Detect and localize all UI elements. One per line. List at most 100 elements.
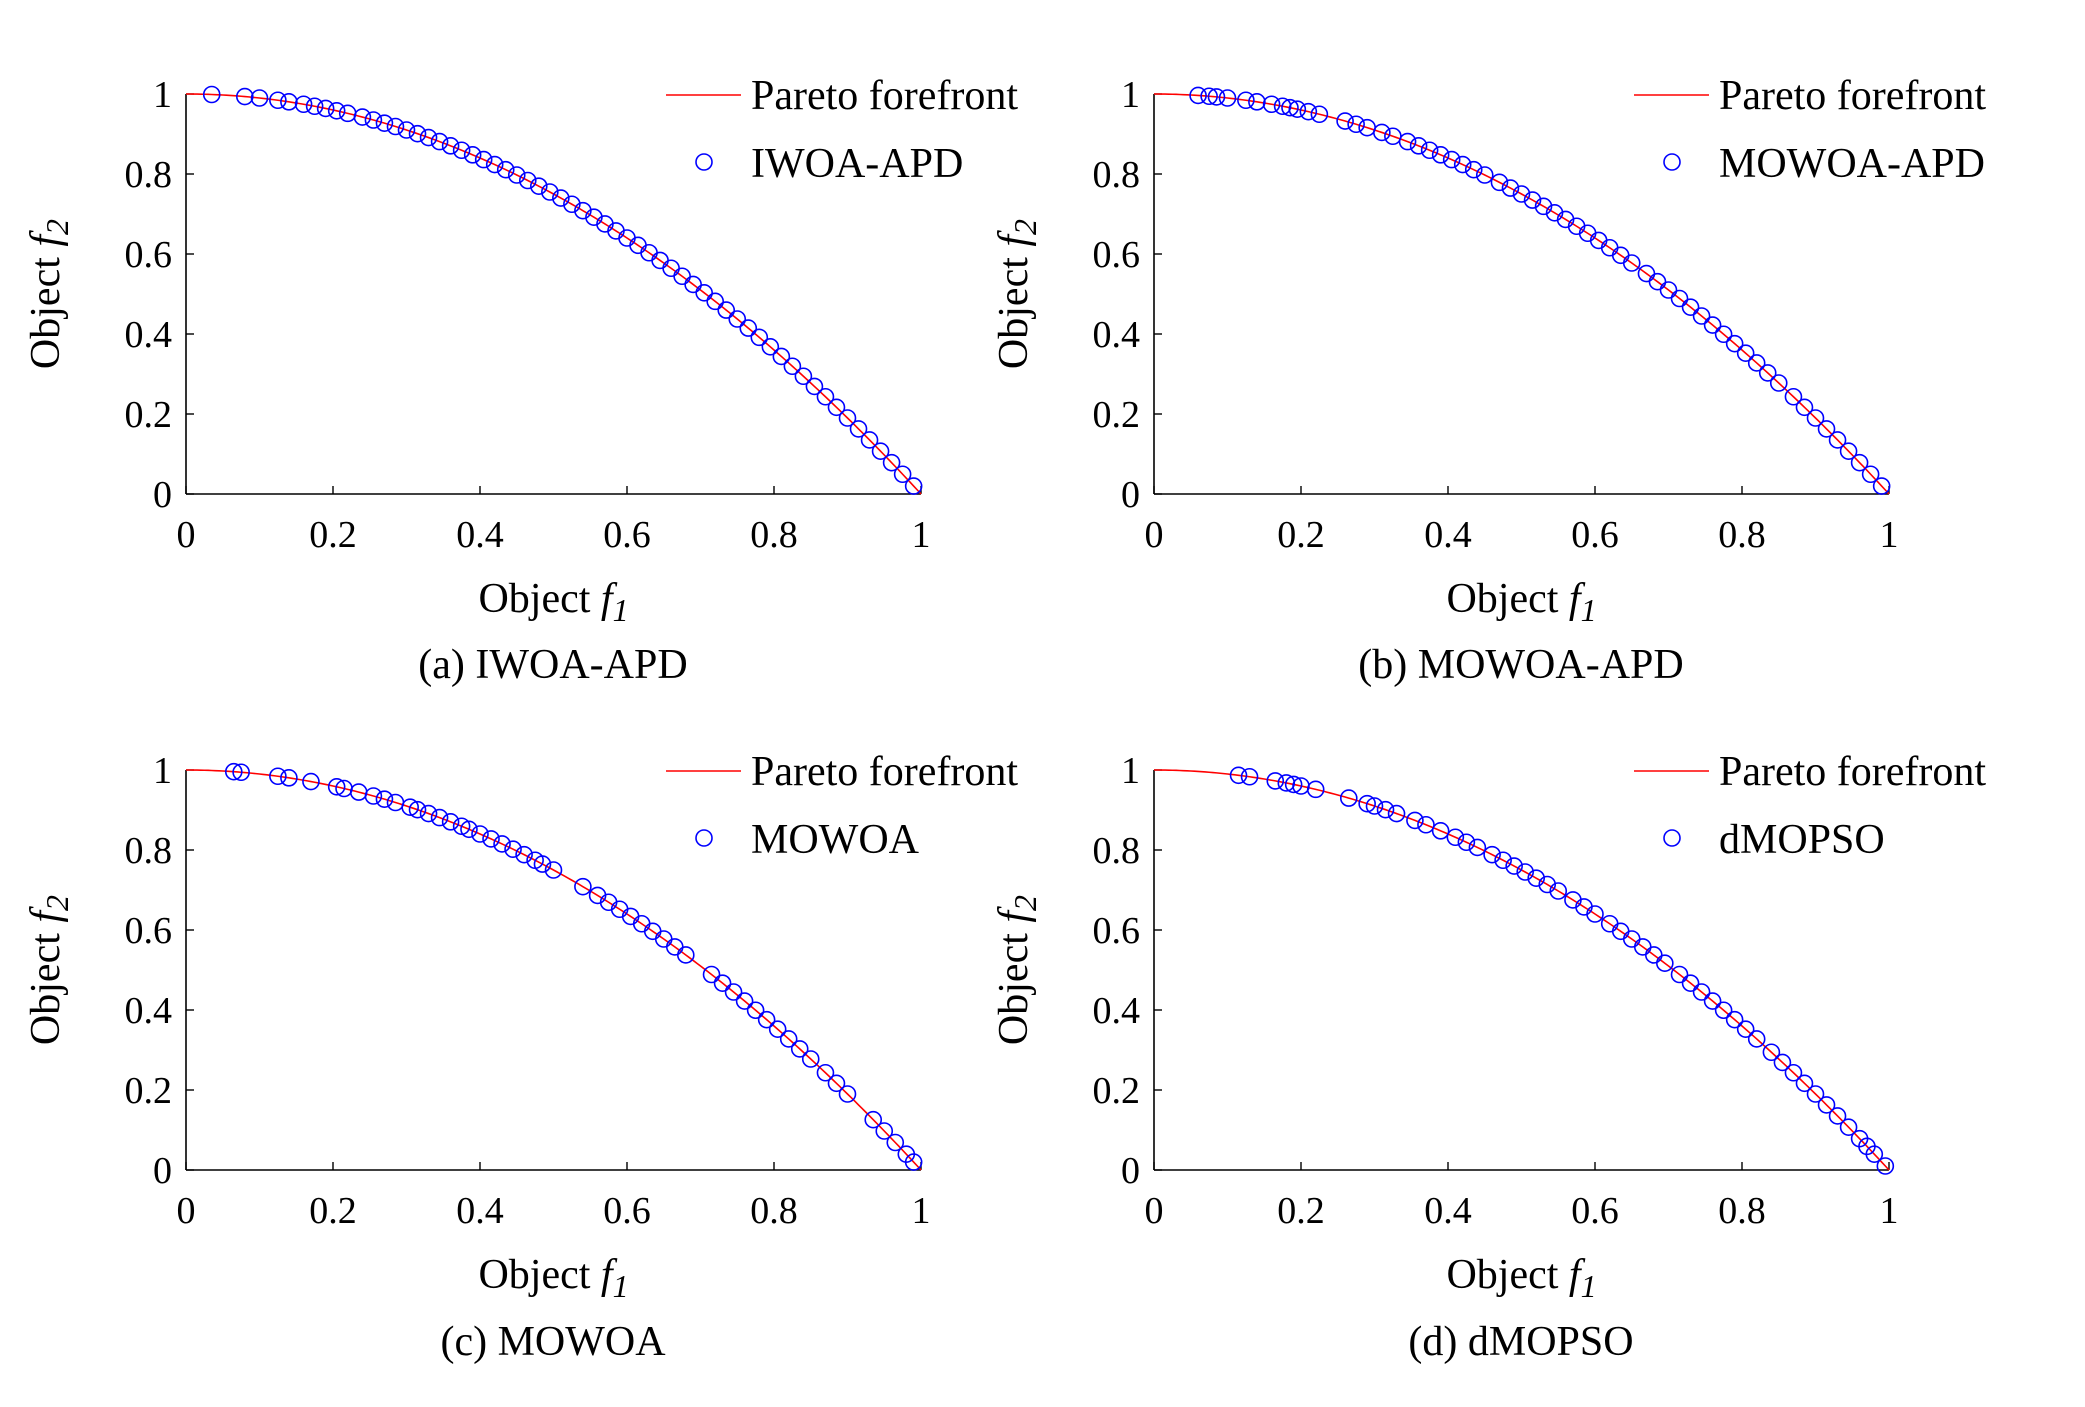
data-point bbox=[1622, 254, 1641, 272]
data-point bbox=[1229, 766, 1248, 785]
data-point bbox=[849, 420, 868, 438]
data-point bbox=[441, 137, 460, 155]
x-tick-label: 0 bbox=[1145, 514, 1164, 556]
legend-marker-swatch bbox=[695, 153, 713, 171]
data-point bbox=[1501, 179, 1520, 197]
data-point bbox=[1828, 431, 1847, 449]
data-point bbox=[735, 992, 754, 1010]
x-tick-label: 0.2 bbox=[1277, 1190, 1325, 1232]
data-point bbox=[860, 431, 879, 449]
y-axis-label: Object f2 bbox=[991, 895, 1043, 1045]
x-tick-label: 0.4 bbox=[456, 1190, 504, 1232]
data-point bbox=[1358, 794, 1376, 813]
data-point bbox=[485, 155, 504, 174]
x-axis-label: Object f1 bbox=[1446, 576, 1596, 628]
data-point bbox=[1417, 815, 1435, 834]
data-point bbox=[871, 442, 890, 461]
data-point bbox=[904, 1153, 923, 1171]
pareto-front-line bbox=[185, 769, 922, 1171]
x-tick-label: 0.2 bbox=[1277, 514, 1325, 556]
x-tick-label: 0.8 bbox=[1718, 1190, 1766, 1232]
data-point bbox=[419, 128, 438, 147]
data-point bbox=[280, 93, 298, 111]
data-point bbox=[904, 477, 923, 495]
data-point bbox=[702, 965, 721, 984]
data-point bbox=[1865, 1145, 1884, 1163]
data-point bbox=[574, 877, 592, 896]
data-point bbox=[1387, 804, 1406, 823]
x-tick-label: 0.4 bbox=[1424, 1190, 1472, 1232]
legend-label-series: dMOPSO bbox=[1719, 817, 1885, 863]
chart-panel-2: 0 0.2 0.4 0.6 0.8 1 0 0.2 0.4 0.6 0.8 1 Object f1 Obj… bbox=[991, 73, 1986, 688]
data-point bbox=[441, 813, 460, 831]
data-point bbox=[1828, 1107, 1847, 1125]
legend-marker-swatch bbox=[1663, 829, 1681, 847]
data-point bbox=[1586, 905, 1604, 923]
data-point bbox=[305, 97, 324, 116]
data-point bbox=[316, 99, 335, 118]
y-tick-label: 1 bbox=[1121, 74, 1140, 116]
panel-caption: (d) dMOPSO bbox=[1408, 1319, 1633, 1365]
data-point bbox=[1656, 954, 1674, 973]
data-point bbox=[541, 183, 559, 201]
data-point bbox=[1747, 354, 1766, 372]
data-point bbox=[529, 177, 548, 195]
y-tick-label: 0 bbox=[153, 1150, 172, 1192]
data-point bbox=[1237, 91, 1255, 110]
data-point bbox=[1538, 875, 1557, 894]
data-point bbox=[1248, 93, 1266, 111]
data-point bbox=[327, 778, 346, 796]
data-point bbox=[827, 1074, 846, 1093]
data-point bbox=[1339, 789, 1358, 807]
panel-caption: (c) MOWOA bbox=[440, 1319, 666, 1365]
legend-label-pareto: Pareto forefront bbox=[751, 749, 1018, 795]
chart-panel-4: 0 0.2 0.4 0.6 0.8 1 0 0.2 0.4 0.6 0.8 1 Object f1 Obj… bbox=[991, 749, 1986, 1365]
data-point bbox=[232, 763, 250, 782]
data-point bbox=[1549, 882, 1568, 900]
x-tick-label: 0 bbox=[177, 514, 196, 556]
data-point bbox=[838, 409, 857, 427]
legend-marker-swatch bbox=[695, 829, 713, 847]
panel-caption: (b) MOWOA-APD bbox=[1358, 642, 1683, 688]
data-point bbox=[1795, 398, 1814, 417]
data-point bbox=[1512, 185, 1531, 203]
data-point bbox=[236, 87, 254, 106]
data-point bbox=[684, 275, 702, 294]
data-point bbox=[1523, 191, 1542, 209]
data-point bbox=[1670, 965, 1689, 984]
data-point bbox=[1747, 1030, 1766, 1048]
data-point bbox=[1494, 851, 1512, 870]
data-point bbox=[886, 1133, 905, 1152]
data-point bbox=[375, 790, 394, 808]
y-tick-label: 0.2 bbox=[125, 1070, 173, 1112]
x-tick-label: 1 bbox=[912, 1190, 931, 1232]
x-tick-label: 1 bbox=[912, 514, 931, 556]
data-point bbox=[706, 292, 725, 311]
data-point bbox=[1218, 89, 1237, 107]
data-point bbox=[1281, 98, 1299, 117]
y-tick-label: 0.4 bbox=[125, 314, 173, 356]
data-point bbox=[816, 1063, 835, 1082]
pareto-front-line bbox=[1153, 93, 1890, 495]
data-point bbox=[1446, 828, 1465, 847]
data-point bbox=[1527, 869, 1545, 887]
data-point bbox=[1189, 86, 1207, 105]
data-point bbox=[1839, 442, 1858, 461]
data-point bbox=[1648, 272, 1667, 291]
data-point bbox=[1725, 1010, 1744, 1029]
data-point bbox=[1200, 87, 1218, 106]
data-point bbox=[1240, 767, 1259, 786]
y-tick-label: 0.4 bbox=[125, 990, 173, 1032]
data-point bbox=[430, 808, 449, 827]
data-point bbox=[1692, 983, 1711, 1001]
legend-label-pareto: Pareto forefront bbox=[751, 73, 1018, 119]
panel-caption: (a) IWOA-APD bbox=[418, 642, 687, 688]
x-tick-label: 0.6 bbox=[1571, 1190, 1619, 1232]
data-point bbox=[1288, 100, 1307, 119]
data-point bbox=[1784, 1063, 1803, 1082]
data-point bbox=[882, 453, 901, 472]
y-axis-label: Object f2 bbox=[991, 219, 1043, 369]
data-point bbox=[864, 1110, 883, 1129]
x-tick-label: 0 bbox=[1145, 1190, 1164, 1232]
